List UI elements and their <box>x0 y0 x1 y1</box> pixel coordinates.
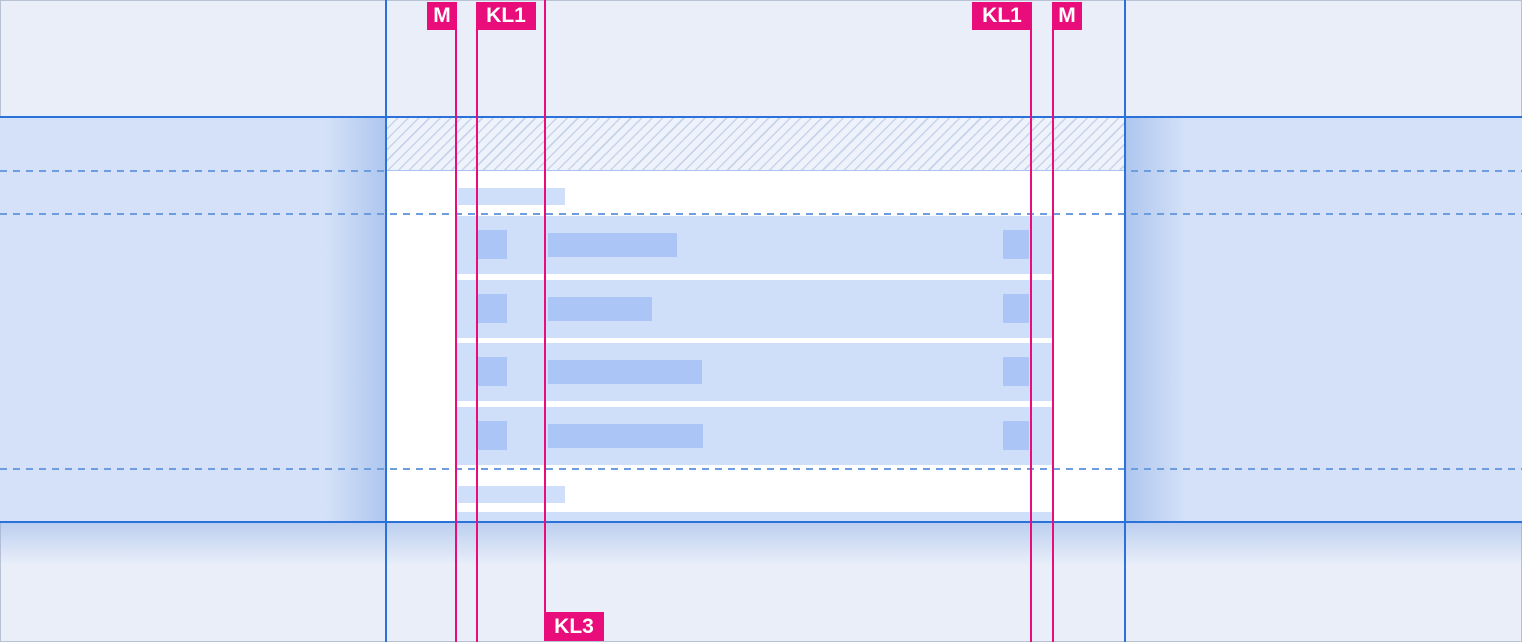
row-text-placeholder <box>548 233 677 257</box>
row-leading-placeholder <box>478 357 507 386</box>
margin-right-badge: M <box>1052 2 1082 30</box>
row-text-placeholder <box>548 360 702 384</box>
viewport-bottom-line <box>0 521 1522 523</box>
list-row <box>456 280 1053 338</box>
column-bottom-badge: KL3 <box>544 612 604 641</box>
partial-list-row <box>456 512 1053 523</box>
list-row <box>456 216 1053 274</box>
row-leading-placeholder <box>478 421 507 450</box>
column-right-guide-line <box>1030 28 1032 642</box>
content-card <box>386 171 1124 523</box>
section-heading-placeholder <box>458 188 565 205</box>
header-hatch-area <box>386 118 1124 171</box>
viewport-bottom-shadow <box>0 523 1522 565</box>
row-trailing-placeholder <box>1003 230 1029 259</box>
row-trailing-placeholder <box>1003 294 1029 323</box>
list-row <box>456 407 1053 465</box>
row-leading-placeholder <box>478 230 507 259</box>
list-bottom-dashed-line <box>0 468 1522 470</box>
row-text-placeholder <box>548 297 652 321</box>
card-left-shadow <box>326 118 386 523</box>
column-left-guide-line <box>476 28 478 642</box>
column-left-badge: KL1 <box>476 2 536 30</box>
list-top-dashed-line <box>0 213 1522 215</box>
margin-left-badge: M <box>427 2 457 30</box>
row-trailing-placeholder <box>1003 421 1029 450</box>
margin-left-guide-line <box>455 28 457 642</box>
viewport-right-line <box>1124 0 1126 642</box>
row-text-placeholder <box>548 424 703 448</box>
list-row <box>456 343 1053 401</box>
viewport-left-line <box>385 0 387 642</box>
column-right-badge: KL1 <box>972 2 1032 30</box>
row-trailing-placeholder <box>1003 357 1029 386</box>
margin-right-guide-line <box>1052 28 1054 642</box>
row-leading-placeholder <box>478 294 507 323</box>
card-right-shadow <box>1126 118 1186 523</box>
viewport-top-line <box>0 116 1522 118</box>
section-heading-placeholder <box>458 486 565 503</box>
column-kl3-guide-line <box>544 0 546 613</box>
